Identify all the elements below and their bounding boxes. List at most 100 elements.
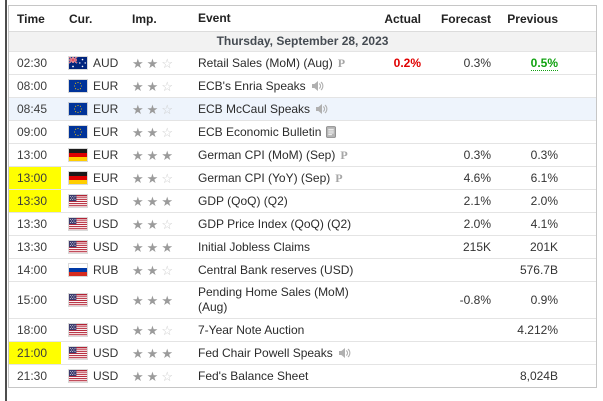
event-time: 18:00 [17, 323, 48, 337]
event-time: 13:30 [17, 240, 48, 254]
forecast-cell: 0.3% [421, 144, 491, 166]
event-time: 02:30 [17, 56, 48, 70]
forecast-value: 0.3% [463, 56, 491, 70]
star-filled-icon: ★ [161, 292, 173, 308]
previous-cell [491, 121, 596, 143]
event-name[interactable]: Central Bank reserves (USD) [198, 262, 354, 277]
star-filled-icon: ★ [132, 216, 144, 232]
event-time: 09:00 [17, 125, 48, 139]
event-row[interactable]: 13:30 USD ★ ★ ★ GDP (QoQ) (Q2) 2.1% 2.0% [9, 189, 596, 212]
event-row[interactable]: 15:00 USD ★ ★ ★ Pending Home Sales (MoM) (… [9, 281, 596, 318]
event-row[interactable]: 21:00 USD ★ ★ ★ Fed Chair Powell Speaks [9, 341, 596, 364]
event-name[interactable]: ECB McCaul Speaks [198, 101, 311, 116]
column-header-event: Event [198, 11, 231, 25]
importance-stars: ★ ★ ☆ [124, 259, 198, 281]
us-flag-icon [69, 370, 87, 382]
eu-flag-icon [69, 103, 87, 115]
event-row[interactable]: 08:00 EUR ★ ★ ☆ ECB's Enria Speaks [9, 74, 596, 97]
star-empty-icon: ☆ [161, 78, 173, 94]
previous-cell [491, 75, 596, 97]
importance-stars: ★ ★ ☆ [124, 98, 198, 120]
event-row[interactable]: 08:45 EUR ★ ★ ☆ ECB McCaul Speaks [9, 97, 596, 120]
event-row[interactable]: 18:00 USD ★ ★ ☆ 7-Year Note Auction 4.212% [9, 318, 596, 341]
previous-cell [491, 98, 596, 120]
currency-code: USD [93, 346, 119, 360]
star-filled-icon: ★ [146, 147, 159, 163]
event-cell: Pending Home Sales (MoM) (Aug) [198, 282, 376, 318]
currency-code: USD [93, 194, 119, 208]
previous-value: 8,024B [519, 369, 558, 383]
currency-cell: EUR [61, 167, 124, 189]
event-row[interactable]: 09:00 EUR ★ ★ ☆ ECB Economic Bulletin [9, 120, 596, 143]
actual-cell [376, 75, 421, 97]
forecast-cell: 2.1% [421, 190, 491, 212]
importance-stars: ★ ★ ☆ [124, 52, 198, 74]
event-name[interactable]: 7-Year Note Auction [198, 322, 305, 337]
star-filled-icon: ★ [132, 101, 144, 117]
star-empty-icon: ☆ [161, 322, 173, 338]
star-filled-icon: ★ [132, 292, 144, 308]
previous-value: 6.1% [530, 171, 558, 185]
us-flag-icon [69, 347, 87, 359]
actual-value: 0.2% [393, 56, 421, 70]
star-filled-icon: ★ [132, 262, 144, 278]
event-row[interactable]: 13:30 USD ★ ★ ★ Initial Jobless Claims 215… [9, 235, 596, 258]
star-empty-icon: ☆ [161, 368, 173, 384]
forecast-cell: -0.8% [421, 282, 491, 318]
event-name[interactable]: GDP (QoQ) (Q2) [198, 193, 288, 208]
importance-stars: ★ ★ ★ [124, 342, 198, 364]
actual-cell: 0.2% [376, 52, 421, 74]
forecast-value: 0.3% [463, 148, 491, 162]
event-name[interactable]: ECB Economic Bulletin [198, 124, 322, 139]
us-flag-icon [69, 294, 87, 306]
eu-flag-icon [69, 80, 87, 92]
event-name[interactable]: German CPI (MoM) (Sep) [198, 147, 336, 162]
event-cell: German CPI (MoM) (Sep) P [198, 147, 348, 162]
star-filled-icon: ★ [132, 78, 144, 94]
currency-cell: USD [61, 319, 124, 341]
currency-code: EUR [93, 79, 119, 93]
currency-cell: USD [61, 190, 124, 212]
currency-cell: RUB [61, 259, 124, 281]
event-row[interactable]: 21:30 USD ★ ★ ☆ Fed's Balance Sheet 8,024B [9, 364, 596, 387]
currency-cell: USD [61, 236, 124, 258]
event-time-cell: 08:00 [9, 75, 61, 97]
event-row[interactable]: 02:30 AUD ★ ★ ☆ Retail Sales (MoM) (Aug) P … [9, 51, 596, 74]
event-cell: Central Bank reserves (USD) [198, 259, 376, 281]
actual-cell [376, 365, 421, 387]
previous-value: 576.7B [519, 263, 558, 277]
star-empty-icon: ☆ [161, 216, 173, 232]
star-filled-icon: ★ [132, 124, 144, 140]
event-time: 13:30 [17, 217, 48, 231]
event-row[interactable]: 13:00 EUR ★ ★ ☆ German CPI (YoY) (Sep) P 4.… [9, 166, 596, 189]
event-name[interactable]: ECB's Enria Speaks [198, 78, 306, 93]
event-name[interactable]: Pending Home Sales (MoM) (Aug) [198, 285, 349, 314]
star-filled-icon: ★ [132, 239, 144, 255]
event-row[interactable]: 14:00 RUB ★ ★ ☆ Central Bank reserves (USD… [9, 258, 596, 281]
event-name[interactable]: Initial Jobless Claims [198, 239, 311, 254]
forecast-cell [421, 342, 491, 364]
importance-stars: ★ ★ ★ [124, 190, 198, 212]
event-time-cell: 13:30 [9, 213, 61, 235]
star-filled-icon: ★ [132, 322, 144, 338]
event-row[interactable]: 13:30 USD ★ ★ ☆ GDP Price Index (QoQ) (Q2)… [9, 212, 596, 235]
previous-cell [491, 342, 596, 364]
event-name[interactable]: Fed's Balance Sheet [198, 368, 309, 383]
event-row[interactable]: 13:00 EUR ★ ★ ★ German CPI (MoM) (Sep) P 0.… [9, 143, 596, 166]
forecast-cell [421, 365, 491, 387]
event-cell: Retail Sales (MoM) (Aug) P [198, 55, 346, 70]
event-name[interactable]: Retail Sales (MoM) (Aug) [198, 55, 333, 70]
currency-code: RUB [93, 263, 119, 277]
event-cell: Initial Jobless Claims [198, 236, 376, 258]
previous-cell: 4.212% [491, 319, 596, 341]
star-filled-icon: ★ [146, 322, 159, 338]
importance-stars: ★ ★ ☆ [124, 365, 198, 387]
previous-value: 4.212% [517, 323, 558, 337]
event-name[interactable]: German CPI (YoY) (Sep) [198, 170, 331, 185]
event-time-cell: 13:00 [9, 144, 61, 166]
event-name[interactable]: GDP Price Index (QoQ) (Q2) [198, 216, 352, 231]
importance-stars: ★ ★ ★ [124, 144, 198, 166]
event-name[interactable]: Fed Chair Powell Speaks [198, 345, 333, 360]
event-time: 13:00 [17, 171, 48, 185]
